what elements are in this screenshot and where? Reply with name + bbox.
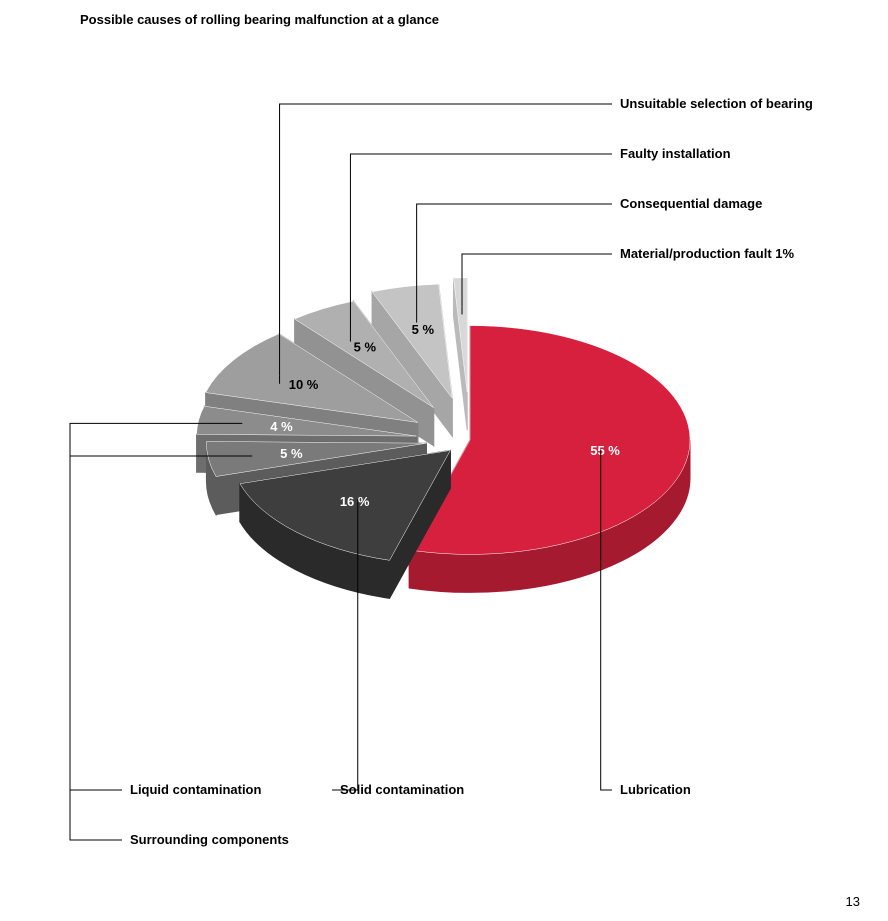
callout-lubrication: Lubrication bbox=[620, 782, 691, 797]
slice-pct-faulty: 5 % bbox=[354, 339, 377, 354]
pie-slice-material bbox=[453, 278, 467, 430]
page-number: 13 bbox=[846, 894, 860, 909]
leader-consequential bbox=[417, 204, 612, 315]
callout-consequential: Consequential damage bbox=[620, 196, 762, 211]
slice-pct-surrounding: 4 % bbox=[270, 419, 293, 434]
slice-pct-consequential: 5 % bbox=[412, 322, 435, 337]
callout-liquid: Liquid contamination bbox=[130, 782, 261, 797]
slice-pct-liquid: 5 % bbox=[280, 446, 303, 461]
callout-material: Material/production fault 1% bbox=[620, 246, 794, 261]
slice-pct-unsuitable: 10 % bbox=[289, 377, 319, 392]
callout-surrounding: Surrounding components bbox=[130, 832, 289, 847]
slice-pct-solid: 16 % bbox=[340, 494, 370, 509]
callout-faulty: Faulty installation bbox=[620, 146, 731, 161]
pie-slice-lubrication: 55 % bbox=[409, 326, 690, 593]
leader-material bbox=[462, 254, 612, 306]
callout-unsuitable: Unsuitable selection of bearing bbox=[620, 96, 813, 111]
slice-pct-lubrication: 55 % bbox=[590, 443, 620, 458]
callout-solid: Solid contamination bbox=[340, 782, 464, 797]
